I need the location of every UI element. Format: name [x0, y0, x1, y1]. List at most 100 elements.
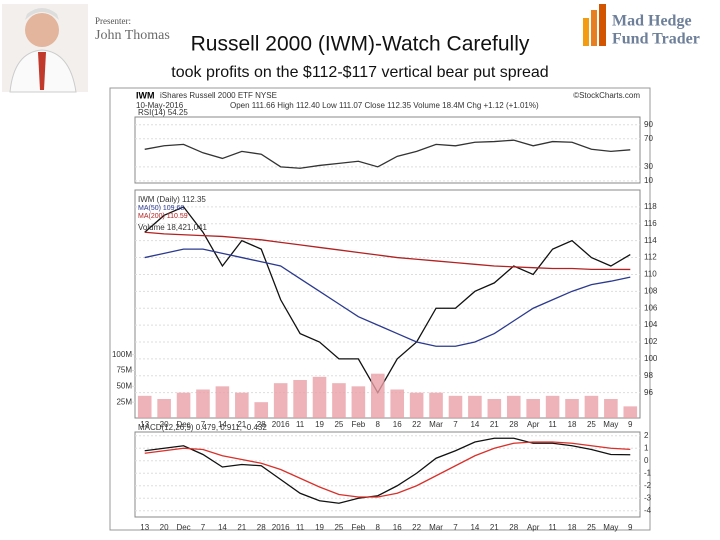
y-tick-label: 102 — [644, 337, 658, 346]
volume-bar — [409, 392, 424, 418]
volume-bar — [448, 395, 463, 418]
volume-bar — [293, 380, 307, 418]
panel — [134, 431, 641, 518]
x-tick-label: 8 — [376, 420, 381, 429]
series-line — [144, 441, 631, 498]
presenter-photo — [2, 4, 88, 93]
presenter-label: Presenter: — [95, 16, 131, 26]
x-tick-label: 19 — [315, 523, 324, 532]
volume-bar — [157, 399, 171, 418]
volume-bar — [176, 392, 191, 418]
y-tick-label: 30 — [644, 162, 653, 171]
y-tick-label: 98 — [644, 371, 653, 380]
x-tick-label: 21 — [237, 523, 246, 532]
y-tick-label: 0 — [644, 456, 649, 465]
x-tick-label: Dec — [176, 420, 190, 429]
y-tick-label: 90 — [644, 120, 653, 129]
x-tick-label: 11 — [296, 420, 305, 429]
volume-bar — [235, 392, 249, 418]
series-line — [144, 437, 631, 504]
x-tick-label: 11 — [548, 420, 557, 429]
logo-icon — [583, 4, 606, 46]
y-tick-label: 70 — [644, 134, 653, 143]
logo-line2: Fund Trader — [612, 31, 700, 48]
y-tick-label: -2 — [644, 481, 652, 490]
x-tick-label: Mar — [429, 523, 443, 532]
x-tick-label: May — [603, 420, 618, 429]
x-tick-label: 14 — [470, 420, 479, 429]
y-tick-label: 106 — [644, 303, 658, 312]
x-tick-label: 20 — [160, 523, 169, 532]
y-tick-label: 104 — [644, 320, 658, 329]
x-tick-label: Feb — [351, 420, 365, 429]
y-tick-label: 96 — [644, 388, 653, 397]
y-tick-label: 100M — [112, 350, 132, 359]
x-tick-label: Dec — [176, 523, 190, 532]
x-tick-label: 19 — [315, 420, 324, 429]
x-tick-label: 16 — [393, 420, 402, 429]
volume-bar — [332, 383, 346, 418]
y-tick-label: 118 — [644, 202, 657, 211]
x-tick-label: 22 — [412, 523, 421, 532]
y-tick-label: 116 — [644, 219, 657, 228]
panel-title: IWM (Daily) 112.35 — [138, 195, 206, 204]
y-tick-label: 50M — [116, 381, 132, 390]
quote: Open 111.66 High 112.40 Low 111.07 Close… — [230, 101, 539, 110]
symbol: IWM — [136, 90, 155, 100]
slide-title: Russell 2000 (IWM)-Watch Carefully — [191, 33, 530, 56]
volume-bar — [196, 389, 210, 418]
y-tick-label: 112 — [644, 253, 657, 262]
y-tick-label: 108 — [644, 286, 658, 295]
x-tick-label: 18 — [568, 523, 577, 532]
y-tick-label: 1 — [644, 443, 649, 452]
y-tick-label: 2 — [644, 431, 649, 440]
slide-subtitle: took profits on the $112-$117 vertical b… — [171, 64, 548, 81]
y-tick-label: 10 — [644, 176, 653, 185]
panel — [134, 116, 641, 184]
x-tick-label: 13 — [140, 523, 149, 532]
x-tick-label: 2016 — [272, 523, 290, 532]
series-line — [144, 231, 631, 271]
x-tick-label: Apr — [527, 523, 540, 532]
x-tick-label: 21 — [490, 420, 499, 429]
x-tick-label: 28 — [509, 420, 518, 429]
series-line — [144, 139, 631, 169]
volume-bar — [351, 386, 366, 418]
volume-bar — [273, 383, 288, 418]
x-tick-label: May — [603, 523, 618, 532]
volume-bar — [545, 395, 560, 418]
x-tick-label: Feb — [351, 523, 365, 532]
x-tick-label: 21 — [490, 523, 499, 532]
x-tick-label: 2016 — [272, 420, 290, 429]
y-tick-label: 114 — [644, 236, 657, 245]
volume-bar — [487, 399, 502, 418]
y-tick-label: 100 — [644, 354, 658, 363]
volume-bar — [506, 395, 521, 418]
volume-bar — [468, 395, 482, 418]
volume-bar — [604, 399, 618, 418]
x-tick-label: 7 — [453, 523, 458, 532]
series-line — [144, 248, 631, 347]
panel-title: RSI(14) 54.25 — [138, 108, 188, 117]
x-tick-label: 20 — [160, 420, 169, 429]
series-line — [144, 206, 631, 394]
volume-bar — [312, 376, 327, 418]
x-tick-label: 22 — [412, 420, 421, 429]
volume-bar — [215, 386, 230, 418]
y-tick-label: 110 — [644, 270, 657, 279]
x-tick-label: 7 — [453, 420, 458, 429]
y-tick-label: -3 — [644, 493, 652, 502]
chart-frame — [109, 87, 651, 531]
legend-entry: MA(50) 109.68 — [138, 205, 184, 212]
x-tick-label: 16 — [393, 523, 402, 532]
x-tick-label: 11 — [296, 523, 305, 532]
volume-bar — [137, 395, 152, 418]
y-tick-label: 25M — [116, 397, 132, 406]
legend-entry: MA(200) 110.59 — [138, 213, 188, 220]
source: ©StockCharts.com — [573, 91, 640, 100]
x-tick-label: 25 — [334, 523, 343, 532]
x-tick-label: 28 — [257, 523, 266, 532]
x-tick-label: 8 — [376, 523, 381, 532]
y-tick-label: 75M — [116, 366, 132, 375]
